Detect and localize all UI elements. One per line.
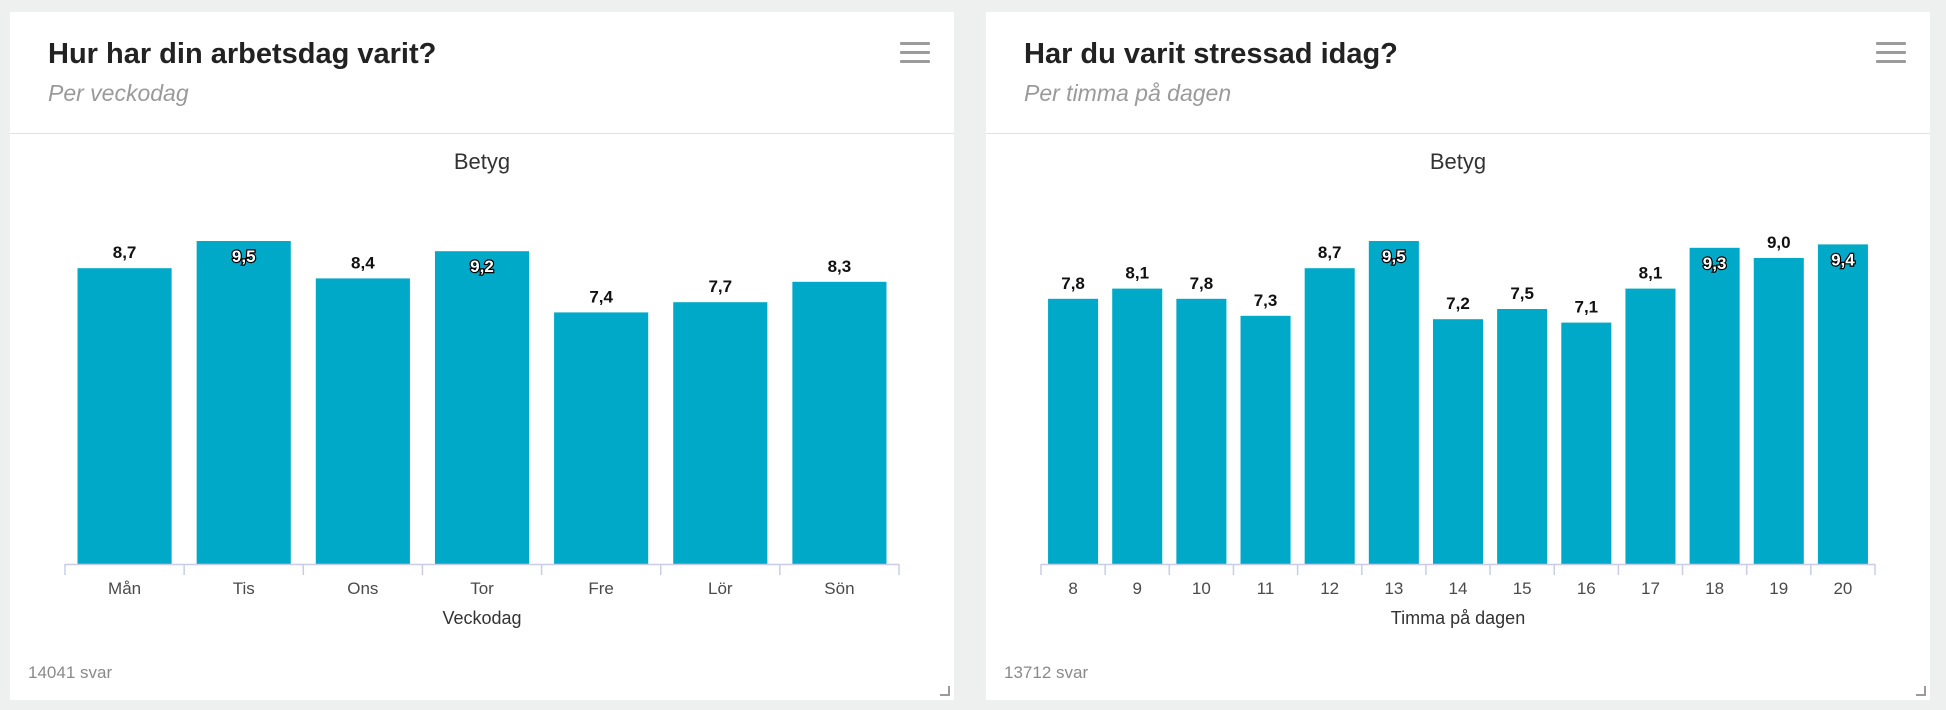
data-label: 9,3: [1703, 254, 1727, 273]
response-count: 14041 svar: [28, 663, 113, 682]
bar[interactable]: [1689, 247, 1740, 565]
bar[interactable]: [1625, 288, 1676, 564]
x-tick-label: 17: [1641, 579, 1660, 598]
bar[interactable]: [434, 251, 530, 564]
card-title: Hur har din arbetsdag varit?: [48, 38, 437, 70]
bar[interactable]: [554, 312, 649, 564]
data-label: 8,7: [1318, 243, 1342, 262]
dashboard-card-workday: Hur har din arbetsdag varit? Per veckoda…: [10, 12, 954, 700]
card-subtitle: Per veckodag: [48, 80, 189, 106]
data-label: 9,5: [1382, 247, 1406, 266]
bar[interactable]: [673, 302, 768, 564]
resize-handle-icon[interactable]: [940, 686, 950, 696]
response-count: 13712 svar: [1004, 663, 1089, 682]
x-tick-label: 12: [1320, 579, 1339, 598]
x-tick-label: 8: [1068, 579, 1077, 598]
bar[interactable]: [1368, 241, 1419, 564]
data-label: 8,7: [113, 243, 137, 262]
bar[interactable]: [1304, 268, 1355, 564]
x-tick-label: 14: [1449, 579, 1468, 598]
data-label: 8,4: [351, 253, 375, 272]
x-tick-label: Ons: [347, 579, 378, 598]
chart-title: Betyg: [1430, 149, 1486, 174]
data-label: 8,3: [828, 257, 852, 276]
x-tick-label: 18: [1705, 579, 1724, 598]
x-tick-label: Lör: [708, 579, 733, 598]
x-tick-label: 11: [1257, 579, 1275, 598]
bar[interactable]: [1176, 298, 1227, 564]
x-tick-label: Mån: [108, 579, 141, 598]
data-label: 9,5: [232, 247, 256, 266]
bar[interactable]: [315, 278, 410, 564]
data-label: 7,4: [589, 287, 613, 306]
card-header: Hur har din arbetsdag varit? Per veckoda…: [10, 12, 954, 134]
bar[interactable]: [1817, 244, 1868, 564]
card-subtitle: Per timma på dagen: [1024, 80, 1232, 106]
data-label: 7,8: [1190, 274, 1214, 293]
x-tick-label: Tis: [233, 579, 255, 598]
bar-chart-weekday: Betyg 8,7 Mån 9,5 Tis 8,4 Ons 9,2 Tor 7,4 Fre 7,7 Lö…: [64, 149, 900, 628]
bar[interactable]: [1561, 322, 1612, 564]
data-label: 7,2: [1446, 294, 1470, 313]
bar[interactable]: [196, 241, 291, 564]
chart-title: Betyg: [454, 149, 510, 174]
data-label: 7,3: [1254, 291, 1278, 310]
x-tick-label: 15: [1513, 579, 1532, 598]
data-label: 9,4: [1831, 250, 1855, 269]
bar[interactable]: [1048, 298, 1099, 564]
data-label: 9,0: [1767, 233, 1791, 252]
x-tick-label: Tor: [470, 579, 494, 598]
x-tick-label: 20: [1833, 579, 1852, 598]
card-title: Har du varit stressad idag?: [1024, 38, 1398, 70]
x-tick-label: Sön: [824, 579, 854, 598]
x-tick-label: 10: [1192, 579, 1211, 598]
data-label: 9,2: [470, 257, 494, 276]
bar[interactable]: [1497, 309, 1548, 564]
bar[interactable]: [1432, 319, 1484, 564]
bar[interactable]: [1240, 315, 1291, 564]
data-label: 7,7: [708, 277, 732, 296]
x-axis-title: Timma på dagen: [1391, 608, 1525, 628]
data-label: 7,5: [1510, 284, 1534, 303]
data-label: 8,1: [1125, 264, 1149, 283]
x-axis-title: Veckodag: [442, 608, 521, 628]
card-header: Har du varit stressad idag? Per timma på…: [986, 12, 1930, 134]
bar[interactable]: [77, 268, 172, 564]
bar[interactable]: [792, 281, 887, 564]
x-tick-label: 9: [1132, 579, 1141, 598]
bar[interactable]: [1112, 288, 1163, 564]
data-label: 7,8: [1061, 274, 1085, 293]
x-tick-label: 19: [1769, 579, 1788, 598]
x-tick-label: 16: [1577, 579, 1596, 598]
resize-handle-icon[interactable]: [1916, 686, 1926, 696]
dashboard-card-stress: Har du varit stressad idag? Per timma på…: [986, 12, 1930, 700]
bar-chart-hour: Betyg 7,8 8 8,1 9 7,8 10 7,3 11 8,7 12 9,5 13 7,2 14 7,…: [1040, 149, 1876, 628]
hamburger-menu-icon[interactable]: [1876, 42, 1906, 64]
hamburger-menu-icon[interactable]: [900, 42, 930, 64]
data-label: 8,1: [1639, 264, 1663, 283]
x-tick-label: 13: [1384, 579, 1403, 598]
data-label: 7,1: [1574, 298, 1598, 317]
x-tick-label: Fre: [588, 579, 614, 598]
bar[interactable]: [1753, 258, 1804, 564]
